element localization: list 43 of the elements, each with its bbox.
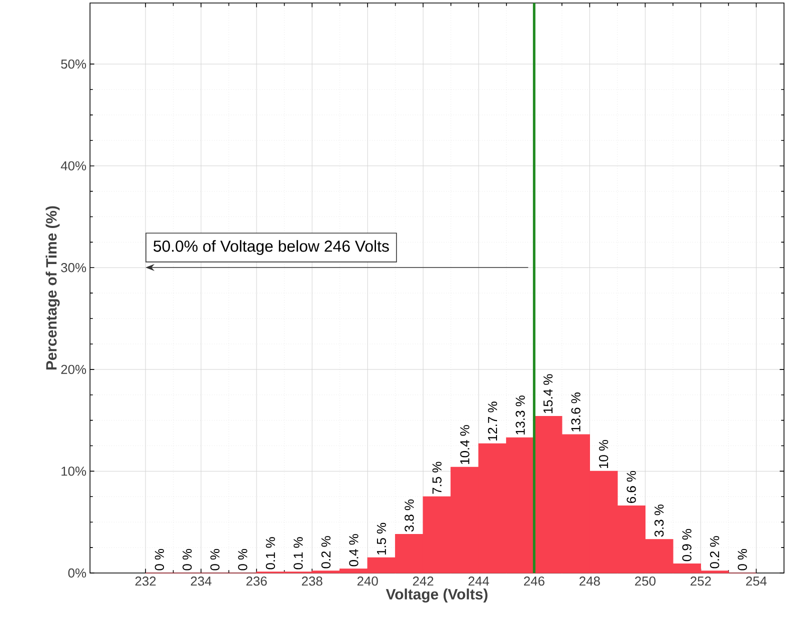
x-tick-label: 238 — [302, 576, 322, 586]
data-label: 13.6 % — [571, 392, 580, 432]
data-label: 3.3 % — [654, 504, 664, 537]
y-axis-title: Percentage of Time (%) — [46, 206, 60, 370]
y-tick-label: 0% — [68, 568, 86, 578]
x-axis-title: Voltage (Volts) — [386, 588, 488, 603]
data-label: 1.5 % — [376, 522, 386, 555]
data-label: 3.8 % — [404, 499, 414, 532]
data-label: 0.2 % — [321, 536, 331, 568]
data-label: 0 % — [154, 548, 164, 570]
y-tick-label: 50% — [61, 59, 86, 69]
x-tick-label: 250 — [635, 576, 656, 586]
data-label: 0.1 % — [294, 537, 303, 570]
data-label: 0 % — [738, 548, 747, 570]
data-label: 10.4 % — [460, 425, 470, 464]
data-label: 0 % — [238, 548, 248, 570]
data-label: 0.4 % — [349, 534, 358, 566]
annotation: 50.0% of Voltage below 246 Volts — [154, 240, 389, 255]
x-tick-label: 236 — [246, 576, 267, 586]
x-tick-label: 234 — [190, 576, 212, 586]
data-label: 13.3 % — [516, 396, 525, 434]
x-tick-label: 244 — [468, 576, 490, 586]
y-tick-label: 20% — [61, 364, 86, 374]
x-tick-label: 242 — [412, 576, 434, 586]
data-label: 10 % — [598, 440, 608, 468]
data-label: 0.9 % — [682, 528, 692, 562]
y-tick-label: 30% — [61, 263, 86, 272]
data-label: 7.5 % — [432, 462, 442, 494]
data-label: 0 % — [210, 548, 220, 570]
data-label: 0.2 % — [710, 536, 720, 568]
x-tick-label: 248 — [580, 576, 600, 586]
data-label: 0 % — [182, 548, 192, 570]
y-tick-label: 10% — [62, 466, 86, 476]
data-label: 15.4 % — [543, 374, 553, 414]
x-tick-label: 254 — [746, 576, 767, 586]
x-tick-label: 232 — [135, 576, 156, 586]
x-tick-label: 252 — [690, 576, 711, 586]
data-label: 12.7 % — [488, 402, 498, 441]
x-tick-label: 240 — [357, 576, 378, 586]
data-label: 0.1 % — [266, 537, 276, 570]
data-label: 6.6 % — [626, 470, 636, 503]
y-tick-label: 40% — [60, 161, 86, 170]
x-tick-label: 246 — [524, 576, 544, 586]
